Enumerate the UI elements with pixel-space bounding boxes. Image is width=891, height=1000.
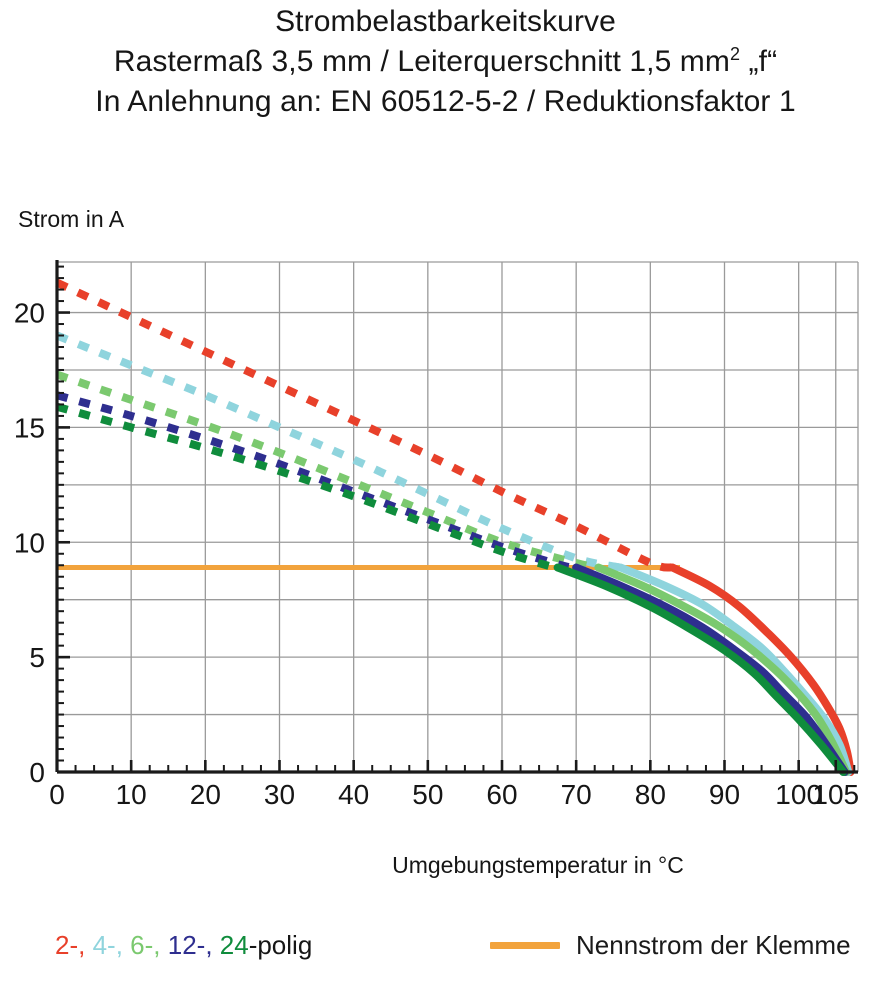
x-tick-label: 70	[561, 779, 592, 810]
x-tick-label: 90	[709, 779, 740, 810]
x-tick-label: 50	[412, 779, 443, 810]
x-axis-label: Umgebungstemperatur in °C	[0, 852, 891, 879]
y-tick-label: 10	[14, 527, 45, 558]
series-dashed-4-polig	[55, 331, 622, 572]
x-tick-label: 100	[775, 779, 822, 810]
series-dashed-24-polig	[55, 402, 559, 572]
legend-part-2: 6-,	[130, 930, 168, 960]
y-tick-label: 15	[14, 412, 45, 443]
chart-title-block: Strombelastbarkeitskurve Rastermaß 3,5 m…	[0, 2, 891, 122]
series-solid-2-polig	[668, 563, 855, 776]
chart-legend: 2-, 4-, 6-, 12-, 24-polig Nennstrom der …	[0, 930, 891, 974]
title-line-3: In Anlehnung an: EN 60512-5-2 / Reduktio…	[95, 85, 796, 118]
legend-part-3: 12-,	[167, 930, 220, 960]
series-solid-12-polig	[572, 563, 849, 776]
title-line-2: Rastermaß 3,5 mm / Leiterquerschnitt 1,5…	[0, 42, 891, 82]
x-tick-label: 0	[49, 779, 65, 810]
legend-series-polig: 2-, 4-, 6-, 12-, 24-polig	[55, 930, 312, 961]
plot-background	[57, 262, 858, 772]
x-tick-label: 80	[635, 779, 666, 810]
legend-line-swatch-icon	[490, 942, 560, 949]
x-tick-label: 105	[812, 779, 859, 810]
y-axis-label: Strom in A	[18, 206, 125, 232]
series-solid-6-polig	[594, 563, 851, 776]
series-dashed-12-polig	[55, 391, 577, 572]
x-tick-label: 20	[190, 779, 221, 810]
title-superscript: 2	[729, 44, 741, 64]
y-tick-label: 20	[14, 298, 45, 329]
legend-nennstrom-label: Nennstrom der Klemme	[576, 930, 851, 960]
series-solid-24-polig	[553, 563, 848, 776]
series-solid-4-polig	[616, 563, 853, 776]
legend-part-4: 24	[219, 930, 249, 960]
legend-part-0: 2-,	[55, 930, 93, 960]
y-tick-label: 5	[29, 642, 45, 673]
legend-part-1: 4-,	[92, 930, 131, 960]
series-dashed-2-polig	[55, 279, 674, 572]
title-line-1: Strombelastbarkeitskurve	[275, 5, 616, 38]
series-dashed-6-polig	[55, 370, 600, 572]
x-tick-label: 40	[338, 779, 369, 810]
x-tick-label: 30	[264, 779, 295, 810]
x-axis-label-text: Umgebungstemperatur in °C	[392, 852, 684, 878]
title-line-2-main: Rastermaß 3,5 mm / Leiterquerschnitt 1,5…	[113, 45, 730, 78]
x-tick-label: 60	[486, 779, 517, 810]
y-tick-label: 0	[29, 757, 45, 788]
legend-part-5: -polig	[248, 930, 313, 960]
x-tick-label: 10	[116, 779, 147, 810]
title-line-2-suffix: „f“	[740, 45, 778, 78]
legend-nennstrom: Nennstrom der Klemme	[490, 930, 851, 961]
